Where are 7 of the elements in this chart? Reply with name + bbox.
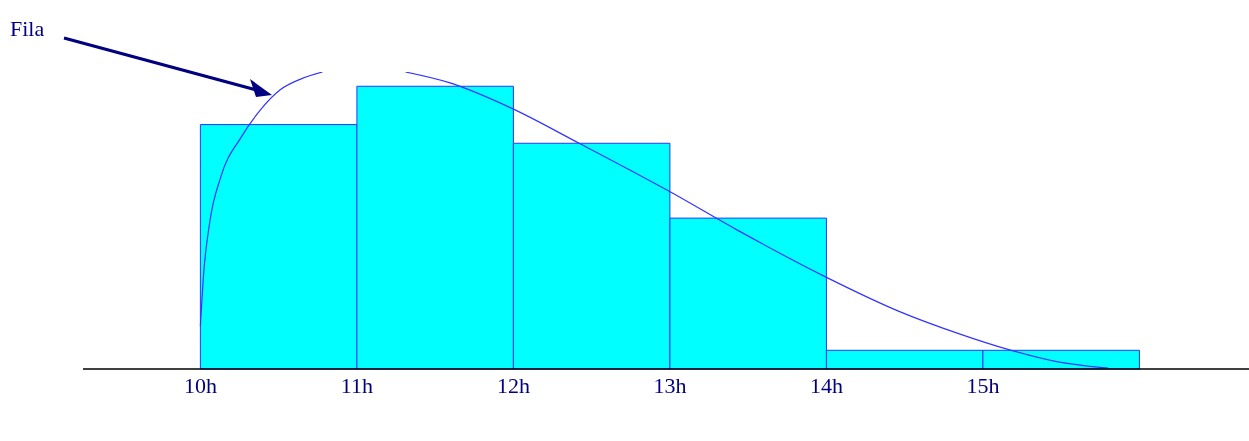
x-tick-label: 12h <box>496 372 530 398</box>
x-tick-label: 13h <box>653 372 687 398</box>
x-tick-label: 10h <box>183 372 217 398</box>
x-tick-label: 14h <box>809 372 843 398</box>
x-tick-label: 11h <box>340 372 373 398</box>
text: Fila <box>10 16 45 42</box>
x-tick-label: 15h <box>966 372 1000 398</box>
